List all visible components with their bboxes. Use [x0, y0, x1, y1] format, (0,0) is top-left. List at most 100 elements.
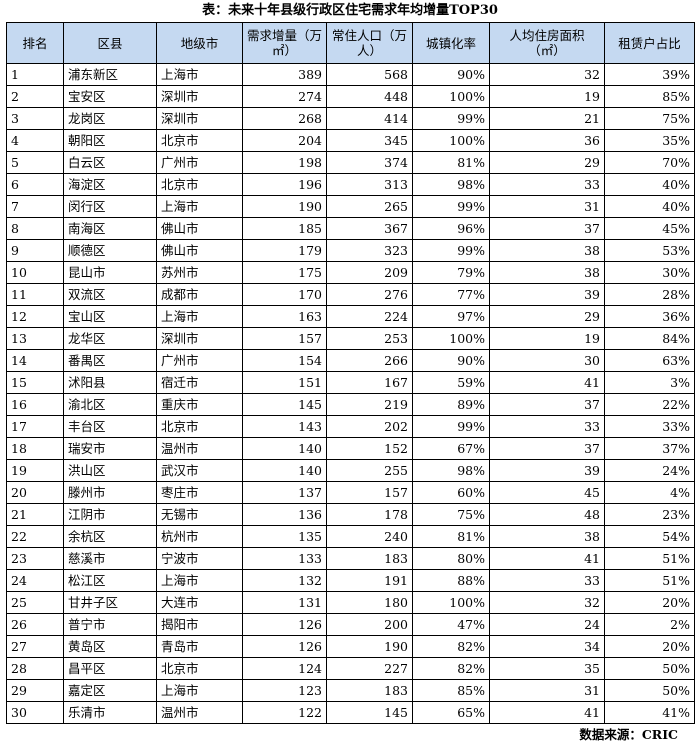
cell-rental-share: 28% [604, 283, 695, 306]
cell-district: 洪山区 [63, 459, 157, 482]
cell-population: 183 [326, 679, 413, 702]
table-row: 25 甘井子区 大连市 131 180 100% 32 20% [6, 591, 695, 614]
cell-district: 黄岛区 [63, 635, 157, 658]
cell-area-per-capita: 41 [489, 547, 605, 570]
cell-rank: 15 [6, 371, 64, 394]
cell-population: 276 [326, 283, 413, 306]
cell-area-per-capita: 36 [489, 129, 605, 152]
cell-district: 慈溪市 [63, 547, 157, 570]
header-urbanization: 城镇化率 [412, 22, 490, 64]
cell-demand: 274 [242, 85, 327, 108]
cell-urbanization: 99% [412, 195, 490, 218]
table-row: 24 松江区 上海市 132 191 88% 33 51% [6, 569, 695, 592]
cell-population: 568 [326, 63, 413, 86]
cell-area-per-capita: 19 [489, 327, 605, 350]
cell-demand: 137 [242, 481, 327, 504]
cell-city: 成都市 [156, 283, 243, 306]
cell-area-per-capita: 38 [489, 239, 605, 262]
cell-area-per-capita: 29 [489, 151, 605, 174]
cell-district: 宝安区 [63, 85, 157, 108]
cell-demand: 122 [242, 701, 327, 724]
cell-population: 209 [326, 261, 413, 284]
cell-urbanization: 88% [412, 569, 490, 592]
cell-city: 宁波市 [156, 547, 243, 570]
cell-population: 183 [326, 547, 413, 570]
cell-population: 190 [326, 635, 413, 658]
cell-district: 宝山区 [63, 305, 157, 328]
cell-area-per-capita: 33 [489, 173, 605, 196]
cell-urbanization: 90% [412, 349, 490, 372]
cell-city: 上海市 [156, 569, 243, 592]
cell-district: 海淀区 [63, 173, 157, 196]
table-row: 4 朝阳区 北京市 204 345 100% 36 35% [6, 129, 695, 152]
cell-population: 167 [326, 371, 413, 394]
cell-rank: 23 [6, 547, 64, 570]
table-row: 21 江阴市 无锡市 136 178 75% 48 23% [6, 503, 695, 526]
cell-rank: 8 [6, 217, 64, 240]
cell-population: 374 [326, 151, 413, 174]
cell-population: 240 [326, 525, 413, 548]
table-row: 20 滕州市 枣庄市 137 157 60% 45 4% [6, 481, 695, 504]
cell-population: 313 [326, 173, 413, 196]
cell-urbanization: 77% [412, 283, 490, 306]
cell-city: 北京市 [156, 657, 243, 680]
cell-area-per-capita: 35 [489, 657, 605, 680]
header-row: 排名 区县 地级市 需求增量（万㎡） 常住人口（万人） 城镇化率 人均住房面积（… [6, 22, 695, 64]
table-row: 26 普宁市 揭阳市 126 200 47% 24 2% [6, 613, 695, 636]
cell-population: 178 [326, 503, 413, 526]
cell-rental-share: 37% [604, 437, 695, 460]
cell-demand: 135 [242, 525, 327, 548]
cell-rental-share: 84% [604, 327, 695, 350]
cell-demand: 170 [242, 283, 327, 306]
cell-district: 瑞安市 [63, 437, 157, 460]
cell-rank: 10 [6, 261, 64, 284]
table-body: 1 浦东新区 上海市 389 568 90% 32 39% 2 宝安区 深圳市 274 448 100% 1… [6, 63, 695, 724]
cell-city: 上海市 [156, 63, 243, 86]
cell-rental-share: 36% [604, 305, 695, 328]
cell-urbanization: 81% [412, 151, 490, 174]
cell-demand: 131 [242, 591, 327, 614]
cell-demand: 179 [242, 239, 327, 262]
table-row: 8 南海区 佛山市 185 367 96% 37 45% [6, 217, 695, 240]
cell-urbanization: 89% [412, 393, 490, 416]
cell-rental-share: 51% [604, 547, 695, 570]
cell-demand: 198 [242, 151, 327, 174]
cell-demand: 126 [242, 635, 327, 658]
cell-area-per-capita: 38 [489, 261, 605, 284]
header-population: 常住人口（万人） [326, 22, 413, 64]
cell-district: 朝阳区 [63, 129, 157, 152]
cell-district: 白云区 [63, 151, 157, 174]
cell-urbanization: 60% [412, 481, 490, 504]
table-row: 12 宝山区 上海市 163 224 97% 29 36% [6, 305, 695, 328]
cell-demand: 154 [242, 349, 327, 372]
cell-area-per-capita: 45 [489, 481, 605, 504]
cell-urbanization: 100% [412, 129, 490, 152]
cell-city: 北京市 [156, 129, 243, 152]
cell-rental-share: 30% [604, 261, 695, 284]
cell-city: 深圳市 [156, 107, 243, 130]
cell-rank: 20 [6, 481, 64, 504]
cell-population: 367 [326, 217, 413, 240]
data-table: 排名 区县 地级市 需求增量（万㎡） 常住人口（万人） 城镇化率 人均住房面积（… [6, 22, 695, 724]
cell-district: 浦东新区 [63, 63, 157, 86]
cell-population: 224 [326, 305, 413, 328]
cell-city: 北京市 [156, 173, 243, 196]
cell-urbanization: 65% [412, 701, 490, 724]
cell-rental-share: 45% [604, 217, 695, 240]
cell-city: 杭州市 [156, 525, 243, 548]
cell-population: 219 [326, 393, 413, 416]
cell-city: 广州市 [156, 349, 243, 372]
cell-rank: 4 [6, 129, 64, 152]
cell-urbanization: 82% [412, 635, 490, 658]
cell-district: 顺德区 [63, 239, 157, 262]
cell-urbanization: 59% [412, 371, 490, 394]
table-row: 23 慈溪市 宁波市 133 183 80% 41 51% [6, 547, 695, 570]
cell-district: 普宁市 [63, 613, 157, 636]
cell-rank: 30 [6, 701, 64, 724]
cell-demand: 190 [242, 195, 327, 218]
cell-rental-share: 85% [604, 85, 695, 108]
cell-population: 414 [326, 107, 413, 130]
cell-rank: 26 [6, 613, 64, 636]
cell-area-per-capita: 37 [489, 217, 605, 240]
cell-city: 上海市 [156, 195, 243, 218]
